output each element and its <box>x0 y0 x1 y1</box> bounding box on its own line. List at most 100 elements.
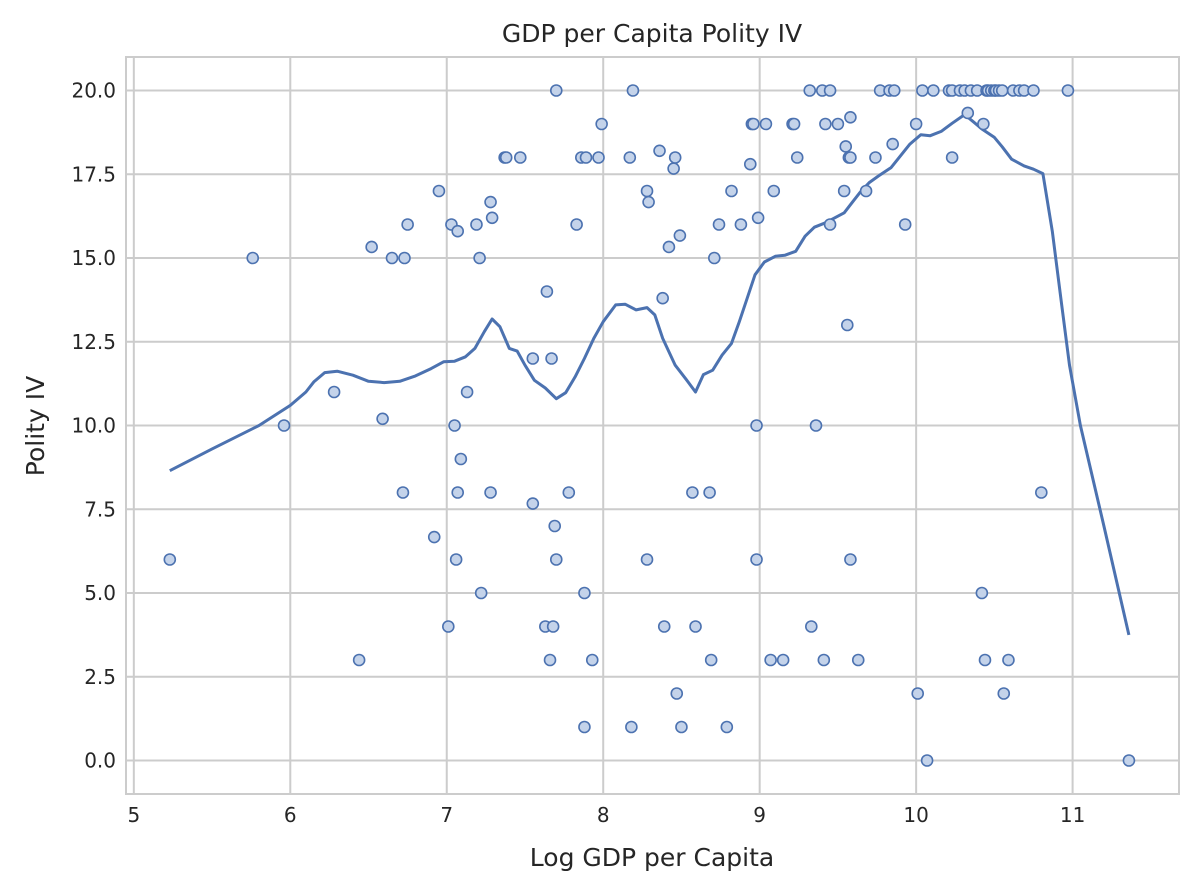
scatter-point <box>805 620 818 633</box>
scatter-point <box>578 720 591 734</box>
scatter-point <box>668 151 682 164</box>
scatter-point <box>712 218 726 231</box>
scatter-point <box>837 184 851 198</box>
x-tick-label: 11 <box>1060 803 1085 827</box>
scatter-point <box>545 352 558 365</box>
y-tick-label: 7.5 <box>84 497 116 521</box>
scatter-point <box>689 620 702 633</box>
x-tick-label: 5 <box>127 803 140 827</box>
scatter-point <box>427 530 441 544</box>
scatter-point <box>448 419 461 432</box>
scatter-point <box>803 84 817 97</box>
scatter-point <box>546 620 560 633</box>
scatter-point <box>887 84 901 97</box>
scatter-point <box>473 251 486 265</box>
scatter-point <box>997 687 1011 700</box>
scatter-point <box>844 553 857 566</box>
scatter-point <box>911 687 925 700</box>
scatter-point <box>653 144 666 158</box>
scatter-point <box>352 653 366 667</box>
scatter-point <box>817 653 831 667</box>
scatter-point <box>844 111 857 124</box>
scatter-point <box>673 229 687 242</box>
scatter-point <box>548 519 562 533</box>
scatter-point <box>916 84 929 97</box>
scatter-point <box>995 84 1009 97</box>
scatter-point <box>927 84 940 97</box>
scatter-point <box>1035 486 1048 499</box>
scatter-point <box>961 106 975 120</box>
y-tick-label: 20.0 <box>71 79 116 103</box>
chart-title: GDP per Capita Polity IV <box>502 19 802 48</box>
scatter-point <box>549 553 563 566</box>
scatter-point <box>725 184 738 198</box>
scatter-point <box>759 117 773 131</box>
scatter-point <box>787 117 801 131</box>
scatter-point <box>859 184 873 198</box>
y-tick-label: 0.0 <box>84 749 116 773</box>
scatter-point <box>1122 754 1136 767</box>
x-tick-label: 10 <box>903 803 928 827</box>
scatter-point <box>977 117 990 131</box>
scatter-point <box>442 620 455 633</box>
y-axis-label: Polity IV <box>21 376 50 476</box>
scatter-point <box>978 653 992 667</box>
scatter-point <box>751 211 765 225</box>
scatter-point <box>819 117 832 131</box>
scatter-point <box>869 151 882 164</box>
scatter-point <box>909 117 923 131</box>
y-tick-label: 12.5 <box>71 330 116 354</box>
scatter-point <box>623 151 637 164</box>
scatter-point <box>579 151 593 164</box>
scatter-point <box>920 754 934 767</box>
scatter-point <box>396 486 410 499</box>
scatter-points <box>163 84 1136 767</box>
scatter-point <box>750 553 763 566</box>
scatter-point <box>642 195 655 209</box>
scatter-point <box>451 486 465 499</box>
scatter-point <box>562 486 576 499</box>
scatter-point <box>764 653 777 667</box>
scatter-point <box>657 620 671 633</box>
scatter-point <box>513 151 527 164</box>
scatter-point <box>945 151 959 164</box>
scatter-point <box>670 687 684 700</box>
scatter-point <box>839 140 853 153</box>
scatter-point <box>898 218 912 231</box>
y-tick-label: 5.0 <box>84 581 116 605</box>
scatter-point <box>526 497 540 510</box>
scatter-point <box>809 419 823 432</box>
scatter-point <box>449 553 463 566</box>
scatter-point <box>767 184 781 198</box>
scatter-point <box>474 586 488 600</box>
scatter-point <box>734 218 748 231</box>
scatter-point <box>451 224 465 238</box>
scatter-point <box>975 586 989 600</box>
scatter-point <box>454 452 468 466</box>
scatter-point <box>640 184 654 198</box>
scatter-point <box>163 553 177 566</box>
x-tick-label: 6 <box>284 803 297 827</box>
scatter-point <box>667 162 680 175</box>
scatter-point <box>585 653 599 667</box>
scatter-point <box>686 486 699 499</box>
scatter-point <box>720 720 734 734</box>
scatter-point <box>662 240 676 254</box>
scatter-point <box>747 117 760 131</box>
scatter-point <box>750 419 763 432</box>
scatter-point <box>549 84 563 97</box>
scatter-point <box>376 412 389 426</box>
scatter-point <box>844 151 857 164</box>
x-tick-labels: 5 6 7 8 9 10 11 <box>127 803 1085 827</box>
x-axis-label: Log GDP per Capita <box>530 843 774 872</box>
scatter-point <box>708 251 721 265</box>
x-tick-label: 9 <box>753 803 766 827</box>
scatter-point <box>470 218 483 231</box>
scatter-point <box>776 653 790 667</box>
x-tick-label: 8 <box>597 803 610 827</box>
scatter-point <box>484 486 497 499</box>
scatter-point <box>743 157 757 171</box>
scatter-point <box>578 586 591 600</box>
y-tick-label: 15.0 <box>71 246 116 270</box>
